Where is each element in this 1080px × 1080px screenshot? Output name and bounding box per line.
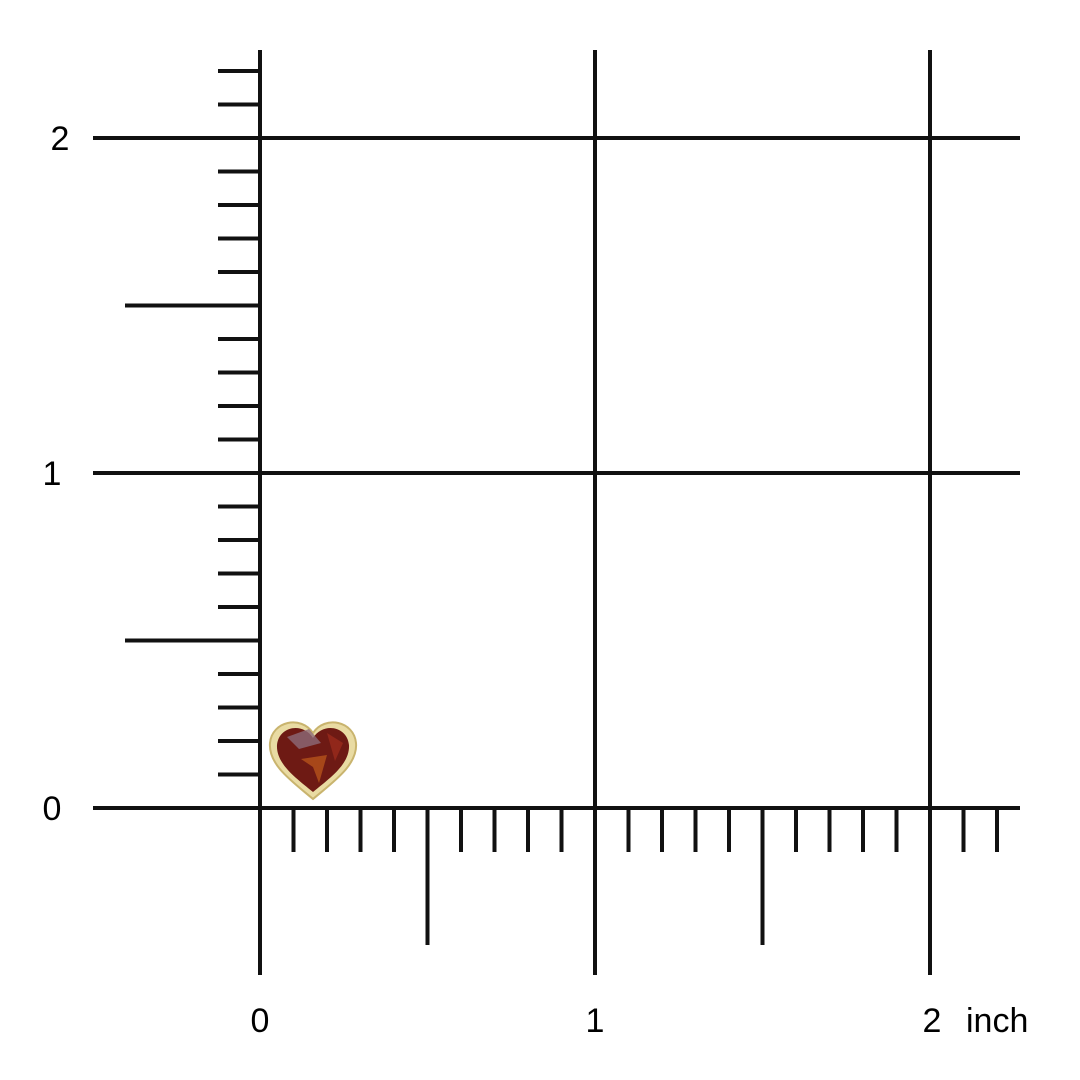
x-label-2: 2: [923, 1002, 942, 1040]
stone-facet: [301, 755, 327, 783]
x-label-0: 0: [251, 1002, 270, 1040]
x-unit-label: inch: [966, 1002, 1028, 1040]
stone-facet: [327, 733, 343, 761]
y-label-0: 0: [43, 790, 62, 828]
y-label-2: 2: [51, 120, 70, 158]
x-label-1: 1: [586, 1002, 605, 1040]
stone-facet: [287, 729, 321, 749]
heart-earring-image: [268, 721, 358, 801]
y-label-1: 1: [43, 455, 62, 493]
